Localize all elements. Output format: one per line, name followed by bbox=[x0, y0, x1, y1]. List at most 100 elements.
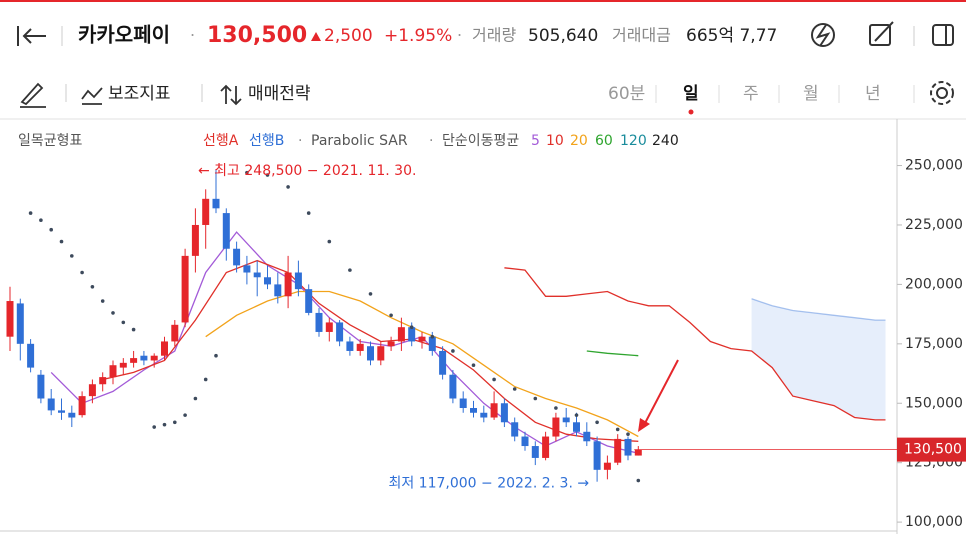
candle-body bbox=[500, 403, 508, 423]
period-tab[interactable]: 년 bbox=[865, 84, 881, 104]
sar-dot bbox=[80, 270, 84, 275]
candle-body bbox=[27, 343, 35, 368]
amount-label: 거래대금 bbox=[612, 26, 671, 45]
sar-dot bbox=[533, 396, 538, 401]
strategy-button[interactable] bbox=[220, 84, 242, 106]
sar-dot bbox=[595, 420, 599, 425]
back-button[interactable] bbox=[17, 26, 46, 46]
up-icon bbox=[311, 32, 321, 41]
sar-dot bbox=[430, 334, 435, 339]
legend-ma-period: 60 bbox=[595, 133, 613, 149]
candle-body bbox=[222, 213, 230, 249]
sar-dot bbox=[183, 413, 187, 417]
candle-body bbox=[470, 408, 477, 413]
settings-button[interactable] bbox=[930, 81, 954, 105]
candle-body bbox=[119, 362, 127, 368]
y-tick-label: 225,000 bbox=[905, 217, 963, 233]
amount: 665억 7,77 bbox=[686, 26, 777, 46]
sar-dot bbox=[286, 185, 290, 189]
candle-body bbox=[130, 358, 138, 363]
sar-dot bbox=[327, 239, 332, 244]
sar-dot bbox=[615, 427, 620, 432]
candle-body bbox=[521, 436, 529, 447]
separator: · bbox=[457, 26, 462, 45]
sar-dot bbox=[131, 327, 136, 332]
ma-line bbox=[102, 259, 639, 442]
period-tab[interactable]: 60분 bbox=[608, 84, 645, 104]
candle-body bbox=[37, 374, 45, 399]
candle-body bbox=[480, 412, 488, 418]
candle-body bbox=[6, 301, 14, 337]
candle-body bbox=[150, 355, 158, 361]
candle-body bbox=[397, 327, 405, 342]
price: 130,500 bbox=[207, 23, 307, 48]
candle-body bbox=[562, 417, 570, 423]
legend-separator: · bbox=[298, 133, 302, 149]
candle-body bbox=[614, 438, 622, 463]
volume: 505,640 bbox=[528, 26, 598, 46]
candle-body bbox=[191, 224, 199, 256]
candle-body bbox=[634, 449, 642, 456]
sar-dot bbox=[28, 211, 33, 215]
change: 2,500 bbox=[324, 26, 373, 46]
sar-dot bbox=[265, 173, 270, 177]
ma-line bbox=[205, 290, 639, 438]
candle-body bbox=[531, 446, 539, 458]
memo-button[interactable] bbox=[869, 21, 894, 46]
high-annotation: ← 최고 248,500 − 2021. 11. 30. bbox=[198, 163, 416, 179]
period-tab[interactable]: 일 bbox=[683, 84, 699, 104]
sar-dot bbox=[574, 413, 579, 417]
candle-body bbox=[367, 346, 374, 361]
sar-dot bbox=[409, 325, 414, 329]
y-tick-label: 200,000 bbox=[905, 276, 963, 292]
draw-button[interactable] bbox=[20, 82, 46, 108]
active-dot bbox=[688, 109, 694, 115]
y-tick-label: 250,000 bbox=[905, 158, 963, 174]
sar-dot bbox=[492, 377, 496, 382]
ma-line bbox=[586, 350, 639, 357]
candle-body bbox=[449, 374, 457, 399]
candle-body bbox=[603, 462, 611, 470]
candle-body bbox=[99, 377, 107, 385]
sar-dot bbox=[152, 425, 156, 429]
period-tab[interactable]: 월 bbox=[803, 84, 819, 104]
candle-body bbox=[552, 417, 560, 437]
candle-body bbox=[593, 441, 601, 470]
candle-body bbox=[305, 289, 313, 313]
low-annotation: 최저 117,000 − 2022. 2. 3. → bbox=[388, 476, 589, 492]
candle-body bbox=[274, 284, 282, 297]
sar-dot bbox=[348, 268, 352, 272]
sar-dot bbox=[512, 387, 517, 391]
candle-body bbox=[459, 398, 467, 409]
sar-dot bbox=[626, 432, 630, 436]
candle-body bbox=[88, 384, 96, 397]
indicator-button[interactable]: 보조지표 bbox=[81, 84, 171, 105]
period-tab[interactable]: 주 bbox=[743, 84, 759, 104]
legend-ichimoku: 일목균형표 bbox=[18, 133, 83, 149]
sar-dot bbox=[554, 406, 558, 410]
candle-body bbox=[439, 350, 447, 375]
sar-dot bbox=[368, 292, 373, 296]
y-tick-label: 100,000 bbox=[905, 514, 963, 530]
sar-dot bbox=[121, 320, 126, 325]
candle-body bbox=[264, 277, 271, 285]
candle-body bbox=[315, 312, 323, 332]
sar-dot bbox=[49, 227, 53, 232]
volume-label: 거래량 bbox=[472, 26, 516, 45]
candle-body bbox=[387, 341, 395, 347]
panel-button[interactable] bbox=[932, 24, 954, 46]
sar-dot bbox=[111, 311, 115, 315]
y-tick-label: 175,000 bbox=[905, 336, 963, 352]
legend-ma-period: 20 bbox=[570, 133, 588, 149]
candle-body bbox=[161, 341, 168, 356]
sar-dot bbox=[59, 239, 64, 244]
candle-body bbox=[243, 265, 251, 273]
realtime-button[interactable] bbox=[811, 23, 835, 47]
strategy-label: 매매전략 bbox=[248, 84, 311, 104]
sar-dot bbox=[100, 299, 105, 303]
sar-dot bbox=[70, 254, 74, 258]
candle-body bbox=[624, 438, 632, 456]
candle-body bbox=[16, 303, 24, 344]
